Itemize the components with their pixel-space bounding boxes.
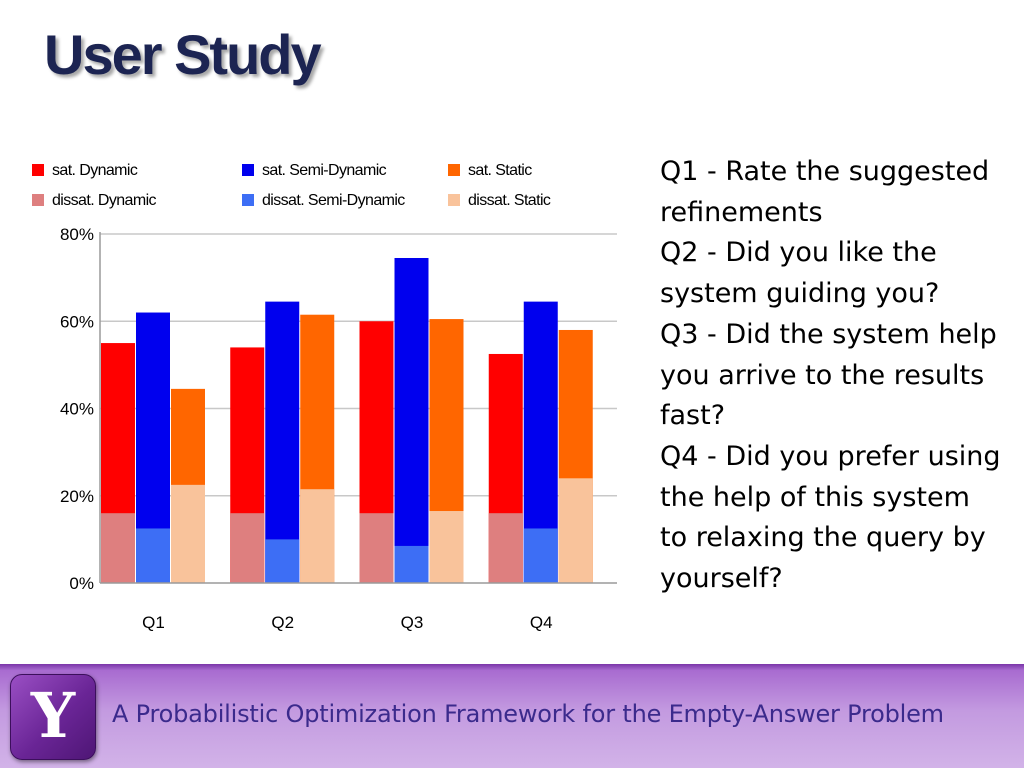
legend-label-dissat-dynamic: dissat. Dynamic (52, 192, 157, 209)
bar-dissat-dynamic-q2 (230, 513, 265, 583)
x-tick-label-q2: Q2 (271, 613, 294, 632)
bar-dissat-dynamic-q4 (488, 513, 523, 583)
y-tick-label: 80% (60, 225, 94, 244)
question-q2: Q2 - Did you like the system guiding you… (660, 237, 940, 310)
legend-swatch-dissat-static (448, 194, 460, 206)
x-tick-label-q3: Q3 (401, 613, 424, 632)
legend-label-sat-dynamic: sat. Dynamic (52, 162, 138, 179)
y-tick-label: 0% (69, 574, 94, 593)
question-q1: Q1 - Rate the suggested refinements (660, 156, 990, 228)
legend-swatch-dissat-semi-dynamic (242, 194, 254, 206)
question-list: Q1 - Rate the suggested refinements Q2 -… (660, 152, 1005, 600)
chart-axes (99, 232, 617, 584)
chart-tick-labels: 0% 20% 40% 60% 80% Q1 Q2 Q3 Q4 (60, 225, 553, 632)
bar-dissat-static-q3 (429, 511, 464, 583)
yahoo-y-logo-icon: Y (10, 674, 96, 760)
chart-bars (101, 257, 593, 583)
legend-label-dissat-semi-dynamic: dissat. Semi-Dynamic (262, 192, 405, 209)
question-q4: Q4 - Did you prefer using the help of th… (660, 440, 1001, 595)
y-tick-label: 60% (60, 312, 94, 331)
legend-label-sat-semi-dynamic: sat. Semi-Dynamic (262, 162, 387, 179)
legend-swatch-sat-dynamic (32, 164, 44, 176)
slide-title: User Study (44, 23, 322, 86)
slide-footer: Y A Probabilistic Optimization Framework… (0, 664, 1024, 768)
bar-dissat-semi-dynamic-q1 (136, 528, 170, 583)
bar-sat-semi-dynamic-q2 (265, 301, 300, 583)
y-tick-label: 40% (60, 400, 94, 419)
y-tick-label: 20% (60, 487, 94, 506)
bar-dissat-dynamic-q3 (359, 513, 394, 583)
bar-dissat-static-q4 (558, 478, 593, 583)
legend-swatch-dissat-dynamic (32, 194, 44, 206)
bar-chart: sat. Dynamic dissat. Dynamic sat. Semi-Dyn… (32, 162, 617, 632)
bar-dissat-dynamic-q1 (101, 513, 135, 583)
bar-dissat-semi-dynamic-q3 (394, 545, 429, 583)
bar-dissat-static-q2 (300, 489, 335, 583)
x-tick-label-q1: Q1 (142, 613, 165, 632)
bar-dissat-static-q1 (171, 484, 205, 583)
legend-label-dissat-static: dissat. Static (468, 192, 551, 209)
bar-sat-semi-dynamic-q3 (394, 257, 429, 583)
legend-label-sat-static: sat. Static (468, 162, 532, 179)
legend-swatch-sat-static (448, 164, 460, 176)
legend-swatch-sat-semi-dynamic (242, 164, 254, 176)
bar-dissat-semi-dynamic-q2 (265, 539, 300, 583)
footer-title: A Probabilistic Optimization Framework f… (112, 700, 944, 728)
logo-letter: Y (30, 679, 76, 752)
x-tick-label-q4: Q4 (530, 613, 553, 632)
bar-dissat-semi-dynamic-q4 (523, 528, 558, 583)
question-q3: Q3 - Did the system help you arrive to t… (660, 318, 997, 432)
chart-legend: sat. Dynamic dissat. Dynamic sat. Semi-Dyn… (32, 162, 552, 209)
